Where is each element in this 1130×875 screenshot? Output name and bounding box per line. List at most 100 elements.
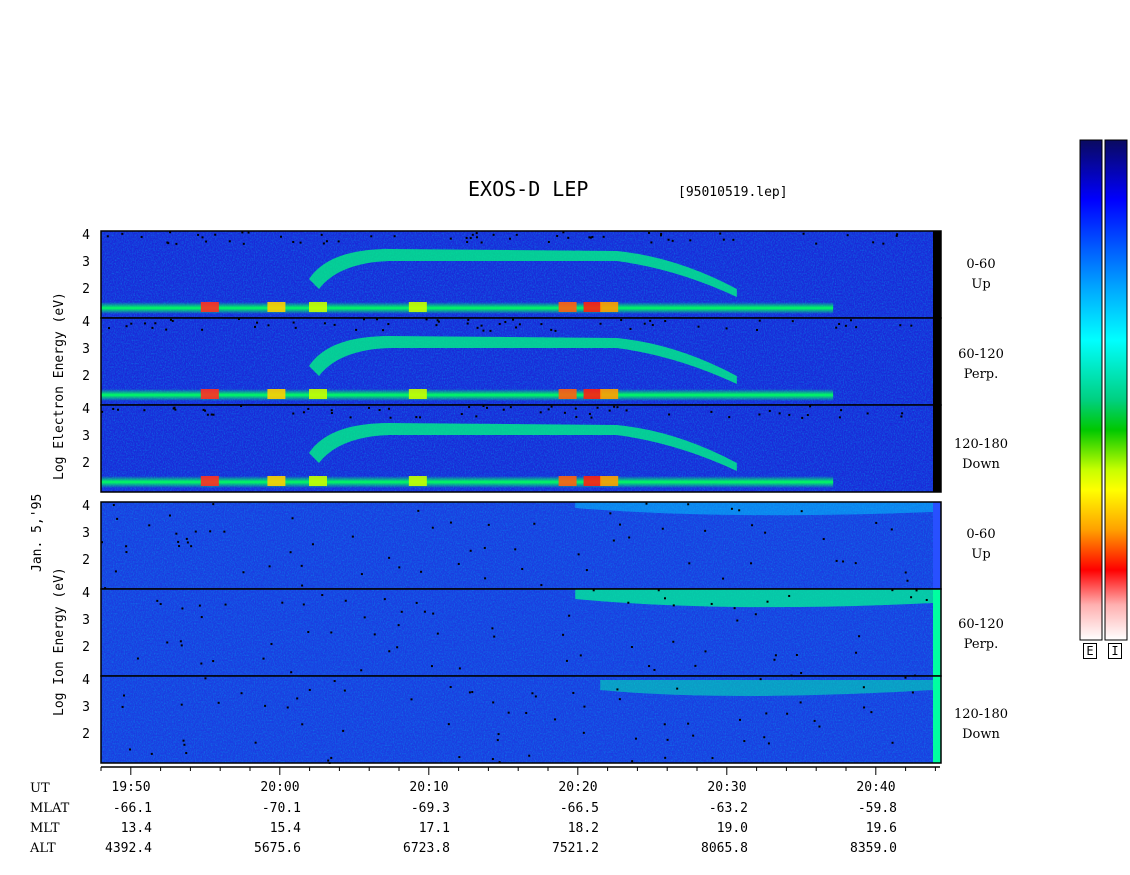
hotspot — [583, 302, 602, 312]
speckle — [687, 503, 690, 506]
speckle — [697, 325, 700, 328]
speckle — [432, 612, 435, 615]
speckle — [915, 589, 918, 592]
speckle — [671, 239, 674, 242]
date-label: Jan. 5,'95 — [30, 493, 45, 572]
ylabel-word: Ion — [52, 661, 67, 685]
speckle — [628, 536, 631, 539]
speckle — [307, 631, 310, 634]
speckle — [540, 584, 543, 587]
speckle — [280, 235, 283, 238]
speckle — [178, 545, 181, 548]
speckle — [168, 514, 171, 517]
speckle — [254, 325, 257, 328]
speckle — [778, 412, 781, 415]
energy-tick-label: 4 — [82, 228, 90, 243]
speckle — [492, 701, 495, 704]
alt-value: 4392.4 — [105, 841, 152, 856]
speckle — [687, 722, 690, 725]
speckle — [582, 731, 585, 734]
speckle — [449, 686, 452, 689]
panel-edge — [933, 231, 941, 318]
speckle — [838, 416, 841, 419]
speckle — [415, 416, 418, 419]
speckle — [692, 734, 695, 737]
speckle — [801, 416, 804, 419]
speckle — [165, 328, 168, 331]
speckle — [458, 667, 461, 670]
speckle — [854, 562, 857, 565]
speckle — [533, 522, 536, 525]
file-id: [95010519.lep] — [678, 185, 788, 200]
speckle — [799, 701, 802, 704]
hotspot — [583, 389, 602, 399]
panel-label-i-perp: 60-120 Perp. — [946, 615, 1016, 655]
speckle — [515, 233, 518, 236]
speckle — [242, 571, 245, 574]
speckle — [728, 416, 731, 419]
speckle — [710, 602, 713, 605]
speckle — [388, 556, 391, 559]
speckle — [398, 566, 401, 569]
speckle — [173, 406, 176, 409]
speckle — [649, 319, 652, 322]
mlt-value: 18.2 — [567, 821, 599, 836]
speckle — [562, 633, 565, 636]
speckle — [722, 238, 725, 241]
time-label: 20:00 — [260, 780, 300, 795]
speckle — [264, 704, 267, 707]
speckle — [602, 235, 605, 238]
speckle — [822, 538, 825, 541]
ylabel-word: Log — [52, 456, 67, 480]
speckle — [125, 545, 128, 548]
speckle — [767, 742, 770, 745]
speckle — [498, 322, 501, 325]
hotspot — [309, 302, 327, 312]
speckle — [664, 320, 667, 323]
speckle — [330, 409, 333, 412]
speckle — [758, 319, 761, 322]
speckle — [125, 325, 128, 328]
speckle — [630, 645, 633, 648]
speckle — [509, 406, 512, 409]
speckle — [904, 676, 907, 679]
speckle — [190, 545, 193, 548]
speckle — [460, 413, 463, 416]
hotspot — [558, 389, 577, 399]
speckle — [750, 562, 753, 565]
energy-tick-label: 3 — [82, 342, 90, 357]
speckle — [458, 756, 461, 759]
mlt-value: 19.0 — [716, 821, 748, 836]
time-label: 19:50 — [111, 780, 151, 795]
speckle — [491, 758, 494, 761]
speckle — [515, 326, 518, 329]
speckle — [664, 756, 667, 759]
speckle — [212, 503, 215, 506]
speckle — [725, 327, 728, 330]
mlat-value: -70.1 — [261, 801, 301, 816]
speckle — [855, 651, 858, 654]
speckle — [117, 408, 120, 411]
speckle — [567, 236, 570, 239]
speckle — [112, 504, 115, 507]
speckle — [763, 736, 766, 739]
panel-edge — [933, 676, 941, 763]
speckle — [449, 237, 452, 240]
speckle — [496, 739, 499, 742]
chart-title: EXOS-D LEP — [468, 177, 589, 201]
energy-tick-label: 3 — [82, 613, 90, 628]
speckle — [129, 748, 132, 751]
speckle — [619, 523, 622, 526]
speckle — [862, 686, 865, 689]
speckle — [795, 654, 798, 657]
speckle — [612, 539, 615, 542]
speckle — [689, 239, 692, 242]
speckle — [382, 329, 385, 332]
colorbars — [1079, 139, 1128, 641]
panel-label-i-up: 0-60 Up — [946, 525, 1016, 565]
speckle — [704, 529, 707, 532]
alt-value: 8065.8 — [701, 841, 748, 856]
hotspot — [558, 302, 577, 312]
speckle — [904, 571, 907, 574]
ion-band — [600, 680, 933, 696]
